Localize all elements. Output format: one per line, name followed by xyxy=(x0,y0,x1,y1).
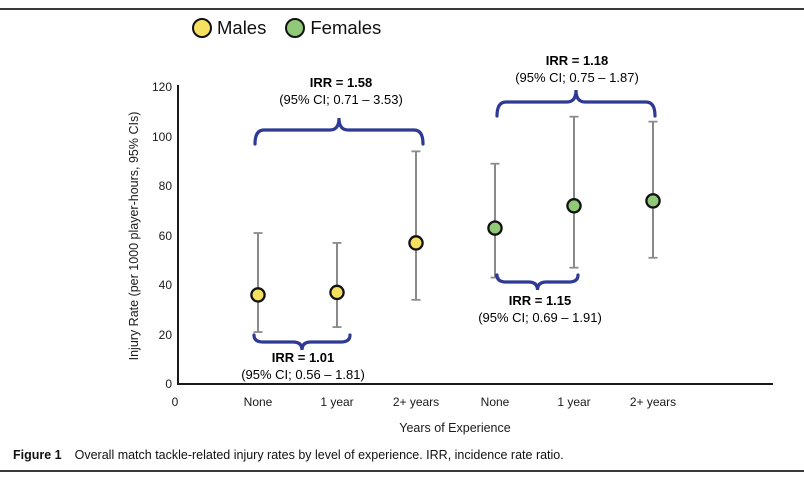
legend-item-males: Males xyxy=(192,17,266,39)
data-point-females-1-year xyxy=(566,198,582,214)
y-tick-label-40: 40 xyxy=(158,278,172,292)
irr-annotation-females-none-vs-2plus: IRR = 1.18 (95% CI; 0.75 – 1.87) xyxy=(515,52,639,86)
irr-ci: (95% CI; 0.56 – 1.81) xyxy=(241,367,365,382)
x-tick-label-none: None xyxy=(243,395,273,409)
error-bar-females-2-years xyxy=(648,120,658,259)
caption-text: Overall match tackle-related injury rate… xyxy=(74,448,564,462)
caption-label: Figure 1 xyxy=(13,448,62,462)
data-point-males-2-years xyxy=(408,235,424,251)
y-tick-label-80: 80 xyxy=(158,179,172,193)
y-tick-label-60: 60 xyxy=(158,228,172,243)
data-point-males-none xyxy=(250,287,266,303)
x-tick-label-0: 0 xyxy=(171,395,179,409)
brace-males-none-vs-1year xyxy=(252,333,352,351)
x-axis-title: Years of Experience xyxy=(399,421,511,435)
irr-annotation-males-none-vs-2plus: IRR = 1.58 (95% CI; 0.71 – 3.53) xyxy=(279,74,403,108)
error-bar-males-2-years xyxy=(411,150,421,301)
irr-value: IRR = 1.01 xyxy=(271,350,335,365)
data-point-females-none xyxy=(487,220,503,236)
x-tick-label-2-years: 2+ years xyxy=(392,395,440,409)
y-tick-label-100: 100 xyxy=(151,129,172,144)
irr-ci: (95% CI; 0.71 – 3.53) xyxy=(279,92,403,107)
legend-item-females: Females xyxy=(285,17,381,39)
irr-value: IRR = 1.58 xyxy=(309,75,373,90)
y-tick-label-120: 120 xyxy=(151,80,172,94)
irr-ci: (95% CI; 0.69 – 1.91) xyxy=(478,310,602,325)
brace-females-none-vs-1year xyxy=(495,273,580,291)
y-tick-label-20: 20 xyxy=(158,327,172,342)
legend-label-males: Males xyxy=(217,17,267,38)
x-axis-line xyxy=(177,383,773,385)
data-point-males-1-year xyxy=(329,284,345,301)
irr-value: IRR = 1.15 xyxy=(508,293,572,308)
x-tick-label-1-year: 1 year xyxy=(320,395,354,409)
irr-annotation-females-none-vs-1year: IRR = 1.15 (95% CI; 0.69 – 1.91) xyxy=(478,292,602,326)
males-circle-icon xyxy=(192,18,212,38)
irr-ci: (95% CI; 0.75 – 1.87) xyxy=(515,70,639,85)
figure-top-rule xyxy=(0,8,804,10)
x-tick-label-1-year: 1 year xyxy=(557,395,591,409)
brace-males-none-vs-2plus xyxy=(253,117,425,146)
error-bar-males-none xyxy=(253,232,263,333)
error-bar-females-1-year xyxy=(569,115,579,269)
y-axis-line xyxy=(177,85,179,385)
data-point-females-2-years xyxy=(645,193,661,209)
figure-bottom-rule xyxy=(0,470,804,472)
x-tick-label-2-years: 2+ years xyxy=(629,395,677,409)
y-tick-label-0: 0 xyxy=(165,377,172,391)
brace-females-none-vs-2plus xyxy=(495,89,657,118)
females-circle-icon xyxy=(285,18,306,38)
irr-value: IRR = 1.18 xyxy=(545,53,609,68)
x-tick-label-none: None xyxy=(480,395,510,409)
figure-caption: Figure 1 Overall match tackle-related inj… xyxy=(13,448,793,462)
legend-label-females: Females xyxy=(310,17,382,38)
irr-annotation-males-none-vs-1year: IRR = 1.01 (95% CI; 0.56 – 1.81) xyxy=(241,349,365,383)
chart-legend: Males Females xyxy=(192,17,381,39)
